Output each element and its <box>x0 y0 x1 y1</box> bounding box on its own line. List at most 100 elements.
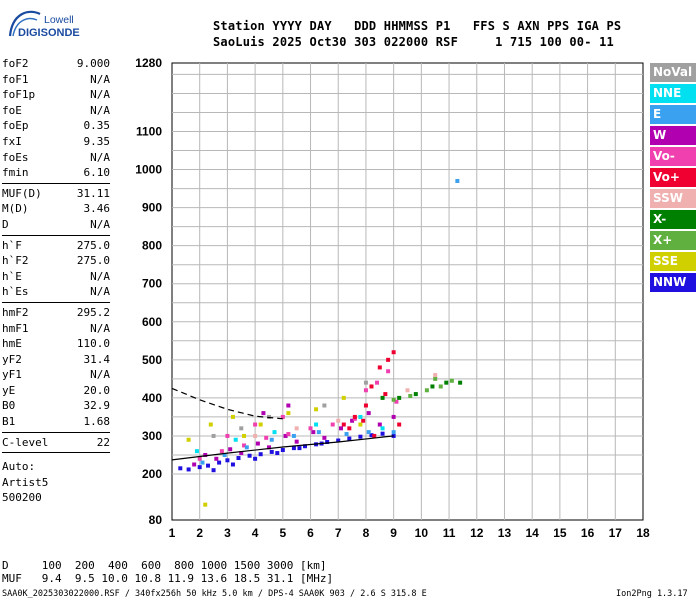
y-tick-label: 500 <box>142 353 162 367</box>
data-point <box>253 456 258 461</box>
param-name: fxI <box>2 134 22 148</box>
param-row: C-level 22 <box>2 435 110 451</box>
auto-line: Auto: <box>2 460 36 474</box>
param-name: B0 <box>2 399 16 413</box>
data-point <box>377 422 382 427</box>
data-point <box>363 380 368 385</box>
data-point <box>363 403 368 408</box>
param-value: N/A <box>90 217 110 231</box>
data-point <box>397 395 402 400</box>
data-point <box>253 422 258 427</box>
data-point <box>291 446 296 451</box>
param-value: 22 <box>96 435 110 449</box>
param-separator <box>2 182 110 184</box>
param-name: yE <box>2 383 16 397</box>
param-separator <box>2 234 110 236</box>
data-point <box>458 380 463 385</box>
legend-item: X+ <box>650 231 696 250</box>
data-point <box>322 435 327 440</box>
data-point <box>391 430 396 435</box>
param-value: N/A <box>90 103 110 117</box>
data-point <box>186 467 191 472</box>
data-point <box>280 448 285 453</box>
profile-solid-line <box>171 435 394 461</box>
legend-item: W <box>650 126 696 145</box>
data-point <box>266 445 271 450</box>
y-tick-label: 400 <box>142 391 162 405</box>
data-point <box>330 422 335 427</box>
param-value: 0.35 <box>83 119 111 133</box>
data-point <box>203 452 208 457</box>
param-value: N/A <box>90 150 110 164</box>
x-tick-label: 13 <box>498 526 512 540</box>
data-point <box>217 460 222 465</box>
param-row: foEs N/A <box>2 150 110 166</box>
data-point <box>233 437 238 442</box>
data-point <box>225 433 230 438</box>
data-point <box>444 380 449 385</box>
x-tick-label: 1 <box>169 526 176 540</box>
auto-line: Artist5 <box>2 475 49 489</box>
data-point <box>219 449 224 454</box>
x-tick-label: 3 <box>224 526 231 540</box>
data-point <box>449 378 454 383</box>
data-point <box>242 433 247 438</box>
data-point <box>258 422 263 427</box>
data-point <box>408 393 413 398</box>
data-point <box>380 395 385 400</box>
x-tick-label: 17 <box>609 526 623 540</box>
param-separator <box>2 431 110 433</box>
param-row: yE 20.0 <box>2 383 110 399</box>
param-value: 1.68 <box>83 415 111 429</box>
data-point <box>352 414 357 419</box>
data-point <box>433 376 438 381</box>
param-row: foEp 0.35 <box>2 118 110 134</box>
x-tick-label: 9 <box>390 526 397 540</box>
parameter-table: foF2 9.000 foF1 N/A foF1p N/A foE N/A foEp 0.35 fx… <box>2 56 110 506</box>
legend-item: Vo+ <box>650 168 696 187</box>
data-point <box>347 436 352 441</box>
y-tick-label: 700 <box>142 277 162 291</box>
param-value: 31.11 <box>76 186 110 200</box>
data-point <box>350 418 355 423</box>
param-value: 32.9 <box>83 399 111 413</box>
x-tick-label: 15 <box>553 526 567 540</box>
param-value: N/A <box>90 368 110 382</box>
data-point <box>294 439 299 444</box>
y-tick-label: 200 <box>142 467 162 481</box>
x-tick-label: 8 <box>363 526 370 540</box>
data-point <box>369 384 374 389</box>
param-value: 20.0 <box>83 383 111 397</box>
data-point <box>383 392 388 397</box>
param-row: B1 1.68 <box>2 414 110 430</box>
footer-muf-row: MUF 9.4 9.5 10.0 10.8 11.9 13.6 18.5 31.… <box>2 572 334 585</box>
param-value: 9.35 <box>83 134 111 148</box>
param-row: h`F2 275.0 <box>2 253 110 269</box>
param-value: 9.000 <box>76 57 110 70</box>
data-point <box>311 430 316 435</box>
data-point <box>380 431 385 436</box>
data-point <box>297 446 302 451</box>
param-value: N/A <box>90 321 110 335</box>
param-name: hmF2 <box>2 305 29 319</box>
data-point <box>239 426 244 431</box>
data-point <box>197 465 202 470</box>
data-point <box>339 426 344 431</box>
param-name: foEs <box>2 150 29 164</box>
param-value: N/A <box>90 285 110 299</box>
x-tick-label: 14 <box>525 526 539 540</box>
logo-line1: Lowell <box>44 14 74 26</box>
data-point <box>314 407 319 412</box>
param-name: hmE <box>2 337 22 351</box>
y-tick-label: 900 <box>142 201 162 215</box>
data-point <box>361 418 366 423</box>
data-point <box>308 426 313 431</box>
y-tick-label: 80 <box>149 513 163 527</box>
param-row: M(D) 3.46 <box>2 201 110 217</box>
data-point <box>344 432 349 437</box>
legend-item: NoVal <box>650 63 696 82</box>
data-point <box>228 447 233 452</box>
param-name: h`Es <box>2 285 29 299</box>
data-point <box>366 411 371 416</box>
data-point <box>391 433 396 438</box>
